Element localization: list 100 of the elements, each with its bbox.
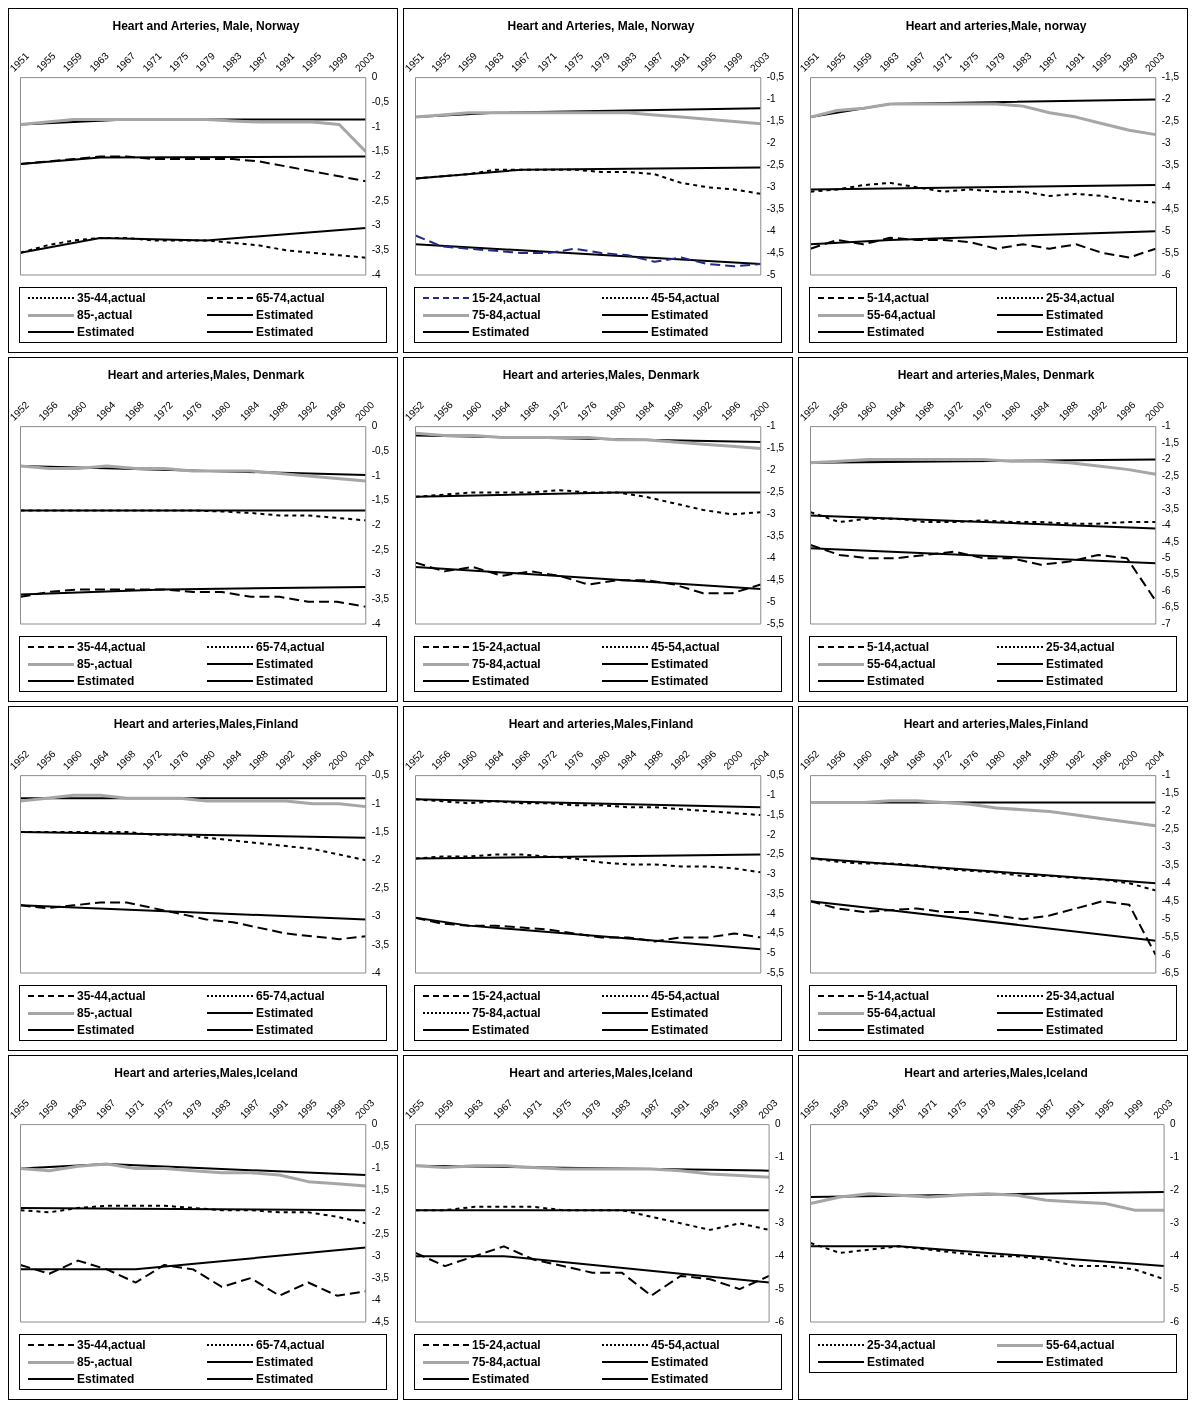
y-tick-label: -5	[766, 595, 777, 607]
y-tick-label: -2	[1161, 805, 1172, 817]
legend-label: 15-24,actual	[472, 640, 541, 654]
y-tick-label: -6,5	[1161, 966, 1180, 978]
legend-label: Estimated	[1046, 1023, 1104, 1037]
legend-label: Estimated	[472, 674, 530, 688]
y-tick-label: -1	[371, 469, 382, 481]
legend-label: 65-74,actual	[256, 1338, 325, 1352]
legend-label: Estimated	[651, 1023, 709, 1037]
legend-label: 5-14,actual	[867, 989, 930, 1003]
y-tick-label: -2,5	[371, 1228, 390, 1240]
legend-label: Estimated	[77, 325, 135, 339]
legend-label: 75-84,actual	[472, 1006, 541, 1020]
legend-label: Estimated	[867, 1023, 925, 1037]
y-tick-label: -0,5	[371, 445, 390, 457]
y-tick-label: -3,5	[371, 593, 390, 605]
y-tick-label: -5	[1161, 912, 1172, 924]
legend-label: 45-54,actual	[651, 291, 720, 305]
legend-label: Estimated	[1046, 1006, 1104, 1020]
y-tick-label: -2	[766, 828, 777, 840]
y-tick-label: -6,5	[1161, 601, 1180, 613]
y-tick-label: -1,5	[1161, 787, 1180, 799]
legend-label: Estimated	[651, 1006, 709, 1020]
legend-label: Estimated	[651, 1372, 709, 1386]
legend-label: Estimated	[256, 1023, 314, 1037]
y-tick-label: -4,5	[766, 927, 785, 939]
y-tick-label: -5	[766, 947, 777, 959]
legend-label: Estimated	[1046, 325, 1104, 339]
y-tick-label: -1	[1161, 769, 1172, 781]
y-tick-label: -1	[766, 420, 777, 432]
y-tick-label: -5,5	[1161, 930, 1180, 942]
chart-title: Heart and arteries,Male, norway	[905, 18, 1087, 33]
y-tick-label: -3,5	[371, 1271, 390, 1283]
y-tick-label: -1,5	[766, 115, 785, 127]
y-tick-label: -4	[1161, 181, 1172, 193]
legend-label: 35-44,actual	[77, 640, 146, 654]
legend-label: 5-14,actual	[867, 640, 930, 654]
legend-label: 65-74,actual	[256, 640, 325, 654]
y-tick-label: -4	[371, 1293, 382, 1305]
legend-label: Estimated	[472, 325, 530, 339]
legend-label: Estimated	[867, 674, 925, 688]
legend-label: 25-34,actual	[1046, 291, 1115, 305]
y-tick-label: -5	[766, 268, 777, 280]
y-tick-label: -3,5	[766, 202, 785, 214]
chart-title: Heart and arteries,Males,Finland	[508, 716, 694, 731]
y-tick-label: -3,5	[1161, 859, 1180, 871]
legend-label: 5-14,actual	[867, 291, 930, 305]
legend-label: Estimated	[256, 325, 314, 339]
chart-title: Heart and arteries,Males,Iceland	[114, 1065, 298, 1080]
y-tick-label: -2	[775, 1184, 785, 1196]
legend-label: Estimated	[472, 1372, 530, 1386]
legend-label: Estimated	[77, 1023, 135, 1037]
line-series	[810, 544, 1156, 602]
legend-label: 65-74,actual	[256, 989, 325, 1003]
y-tick-label: -2,5	[371, 194, 390, 206]
y-tick-label: -3	[371, 1249, 382, 1261]
y-tick-label: -1	[371, 120, 382, 132]
legend-label: Estimated	[1046, 1355, 1104, 1369]
legend-label: Estimated	[1046, 674, 1104, 688]
legend-label: 55-64,actual	[867, 1006, 936, 1020]
legend-label: Estimated	[1046, 308, 1104, 322]
y-tick-label: -0,5	[371, 96, 390, 108]
y-tick-label: -5,5	[1161, 568, 1180, 580]
legend-label: Estimated	[77, 674, 135, 688]
y-tick-label: -4	[371, 617, 382, 629]
legend-label: Estimated	[256, 1372, 314, 1386]
y-tick-label: -4	[371, 268, 382, 280]
y-tick-label: -3	[1161, 486, 1172, 498]
y-tick-label: -1	[1170, 1151, 1180, 1163]
y-tick-label: -2	[371, 1206, 382, 1218]
y-tick-label: -4,5	[1161, 202, 1180, 214]
legend-label: Estimated	[651, 657, 709, 671]
y-tick-label: -7	[1161, 617, 1172, 629]
y-tick-label: -4,5	[1161, 535, 1180, 547]
legend-label: 25-34,actual	[867, 1338, 936, 1352]
y-tick-label: -2	[1170, 1184, 1180, 1196]
y-tick-label: -6	[1170, 1315, 1180, 1327]
y-tick-label: -3	[1161, 841, 1172, 853]
legend-label: Estimated	[256, 657, 314, 671]
y-tick-label: -2	[371, 853, 382, 865]
y-tick-label: -3,5	[1161, 502, 1180, 514]
y-tick-label: -2,5	[371, 543, 390, 555]
y-tick-label: -3	[1170, 1217, 1180, 1229]
y-tick-label: -1	[775, 1151, 785, 1163]
legend-label: 55-64,actual	[1046, 1338, 1115, 1352]
y-tick-label: -3,5	[1161, 159, 1180, 171]
y-tick-label: -4	[1170, 1249, 1180, 1261]
y-tick-label: -1	[766, 93, 777, 105]
y-tick-label: -3	[371, 910, 382, 922]
legend-label: Estimated	[651, 325, 709, 339]
chart-title: Heart and arteries,Males,Iceland	[509, 1065, 693, 1080]
y-tick-label: -3	[775, 1217, 785, 1229]
legend-label: 15-24,actual	[472, 291, 541, 305]
legend-label: Estimated	[256, 308, 314, 322]
y-tick-label: -4	[1161, 877, 1172, 889]
legend-label: 25-34,actual	[1046, 989, 1115, 1003]
y-tick-label: -6	[1161, 948, 1172, 960]
y-tick-label: -1,5	[766, 808, 785, 820]
legend-label: Estimated	[472, 1023, 530, 1037]
chart-title: Heart and arteries,Males, Denmark	[897, 367, 1095, 382]
